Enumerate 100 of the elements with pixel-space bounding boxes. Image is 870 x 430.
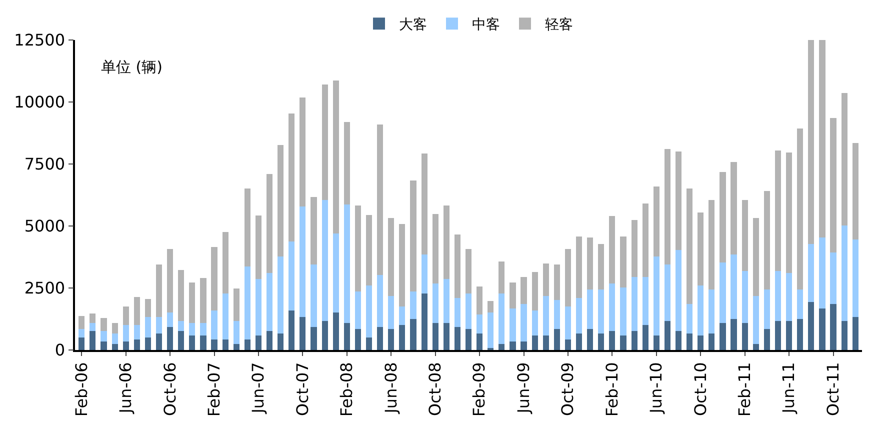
bar <box>167 249 174 313</box>
bar <box>310 327 317 350</box>
bar <box>167 327 174 350</box>
bar <box>476 314 483 334</box>
bar <box>156 333 162 350</box>
bar <box>144 316 151 338</box>
legend-label: 大客 <box>399 17 427 34</box>
bar <box>399 224 406 306</box>
x-tick-label: Feb-08 <box>337 362 356 417</box>
bar <box>510 342 516 350</box>
bar <box>752 344 759 350</box>
bar <box>808 40 814 244</box>
bar <box>112 333 118 344</box>
bar <box>675 250 682 332</box>
x-tick-label: Feb-10 <box>602 362 622 417</box>
y-tick-label: 12500 <box>14 30 66 50</box>
bar <box>211 246 218 310</box>
bar <box>322 84 328 200</box>
bar <box>366 338 372 350</box>
bar <box>377 124 384 276</box>
bar <box>841 93 848 226</box>
bar <box>410 318 416 350</box>
bar <box>465 329 472 350</box>
bar <box>764 190 770 290</box>
bar <box>465 294 472 330</box>
bar <box>90 331 96 350</box>
bar <box>410 180 416 292</box>
bar <box>532 310 538 336</box>
bar <box>554 264 560 300</box>
bar <box>454 327 460 350</box>
bar <box>554 329 560 350</box>
bar <box>542 335 549 350</box>
bar <box>631 220 638 278</box>
bar <box>510 282 516 308</box>
bar <box>112 322 118 334</box>
bar <box>454 298 460 328</box>
bar <box>278 144 284 256</box>
bar <box>344 322 350 350</box>
bar <box>432 284 438 323</box>
bar <box>532 272 538 310</box>
x-tick-label: Feb-09 <box>470 362 489 417</box>
bar <box>752 218 759 296</box>
bar <box>620 288 626 336</box>
bar <box>774 150 782 271</box>
bar <box>708 200 715 290</box>
bar <box>542 296 549 336</box>
bar <box>134 296 140 325</box>
bar <box>278 256 284 334</box>
x-tick-label: Jun-10 <box>646 362 666 414</box>
bar <box>498 261 505 294</box>
bar <box>178 331 184 350</box>
bar <box>266 272 273 332</box>
legend-label: 中客 <box>472 17 500 34</box>
bar <box>576 333 582 350</box>
bar <box>686 304 693 334</box>
bar <box>122 306 129 325</box>
bar <box>786 272 792 321</box>
bar <box>354 205 362 292</box>
bar <box>244 340 250 350</box>
x-tick-label: Oct-07 <box>292 362 312 416</box>
x-tick-label: Oct-11 <box>823 362 842 416</box>
bar <box>609 216 616 284</box>
bar <box>742 322 748 350</box>
bar <box>841 225 848 321</box>
bar <box>332 233 339 313</box>
bar <box>675 151 682 250</box>
bar <box>90 314 96 323</box>
bar <box>852 142 858 240</box>
bar <box>156 316 162 334</box>
bar <box>443 205 450 280</box>
bar <box>808 302 814 350</box>
bar <box>653 335 660 350</box>
bar <box>819 40 826 238</box>
bar <box>488 301 494 313</box>
bar <box>377 327 384 350</box>
bar <box>300 316 306 350</box>
bar <box>476 286 483 315</box>
bar <box>510 308 516 342</box>
bar <box>189 322 196 336</box>
bar <box>366 214 372 286</box>
bar <box>189 282 196 323</box>
bar <box>720 172 726 263</box>
y-tick-label: 5000 <box>24 216 66 236</box>
bar <box>156 264 162 317</box>
bar <box>310 264 317 328</box>
bar <box>819 238 826 308</box>
y-tick-label: 2500 <box>24 278 66 298</box>
bar <box>288 114 295 242</box>
bar <box>576 236 582 298</box>
bar <box>830 118 836 252</box>
bar <box>587 238 594 290</box>
bar <box>399 324 406 350</box>
bar <box>278 333 284 350</box>
x-tick-label: Oct-08 <box>426 362 445 416</box>
bar <box>797 318 804 350</box>
bar <box>244 266 250 340</box>
bar <box>698 335 704 350</box>
legend-label: 轻客 <box>545 17 573 34</box>
bar <box>443 279 450 323</box>
bar <box>476 333 483 350</box>
